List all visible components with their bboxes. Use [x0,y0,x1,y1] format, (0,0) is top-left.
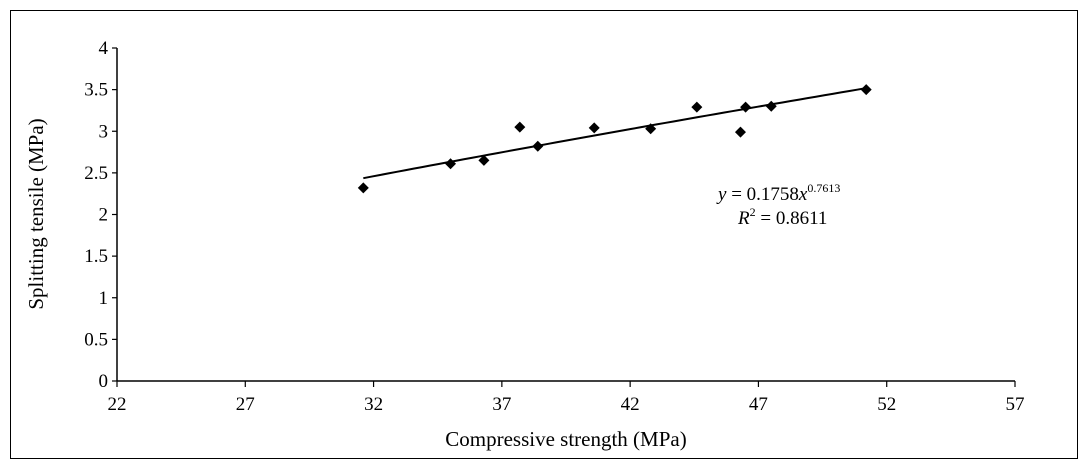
data-point [734,126,746,138]
equation-exponent: 0.7613 [807,181,840,195]
data-point [532,140,544,152]
data-point [445,158,457,170]
y-tick-label: 1.5 [84,246,108,267]
x-tick-label: 57 [1006,394,1025,415]
equation-x: x [798,184,808,205]
svg-text:y = 0.1758x0.7613: y = 0.1758x0.7613 [716,181,840,205]
y-tick-label: 2 [99,205,109,226]
y-tick-label: 2.5 [84,163,108,184]
x-tick-label: 27 [236,394,255,415]
power-trendline [363,87,867,180]
x-tick-label: 37 [492,394,511,415]
data-point [514,121,526,133]
x-tick-label: 32 [364,394,383,415]
y-axis-title: Splitting tensile (MPa) [24,118,48,309]
equation-coefficient: = 0.1758 [726,184,798,205]
data-point [357,182,369,194]
x-tick-label: 42 [621,394,640,415]
y-tick-label: 0 [99,371,109,392]
y-tick-label: 0.5 [84,329,108,350]
y-tick-label: 3 [99,121,109,142]
y-tick-label: 3.5 [84,80,108,101]
r-squared-sup: 2 [750,205,756,219]
svg-text:R2 = 0.8611: R2 = 0.8611 [737,205,827,229]
axes: 0 0.5 1 1.5 2 2.5 3 3.5 4 22 27 32 37 42 47 52 57 [84,38,1024,415]
r-squared-value: = 0.8611 [756,208,828,229]
data-point [860,84,872,96]
equation-y: y [716,184,727,205]
trendline-group [363,87,867,180]
x-axis-title: Compressive strength (MPa) [445,427,686,451]
chart-frame [10,10,1078,459]
data-point [740,101,752,113]
trendline-equation: y = 0.1758x0.7613 R2 = 0.8611 [716,181,840,229]
data-point [478,154,490,166]
y-tick-label: 4 [99,38,109,59]
y-tick-label: 1 [99,288,109,309]
r-squared-r: R [737,208,750,229]
data-points [357,84,872,194]
data-point [765,100,777,112]
x-tick-label: 52 [877,394,896,415]
data-point [645,123,657,135]
x-tick-label: 47 [749,394,768,415]
data-point [691,101,703,113]
x-tick-label: 22 [108,394,127,415]
data-point [588,122,600,134]
